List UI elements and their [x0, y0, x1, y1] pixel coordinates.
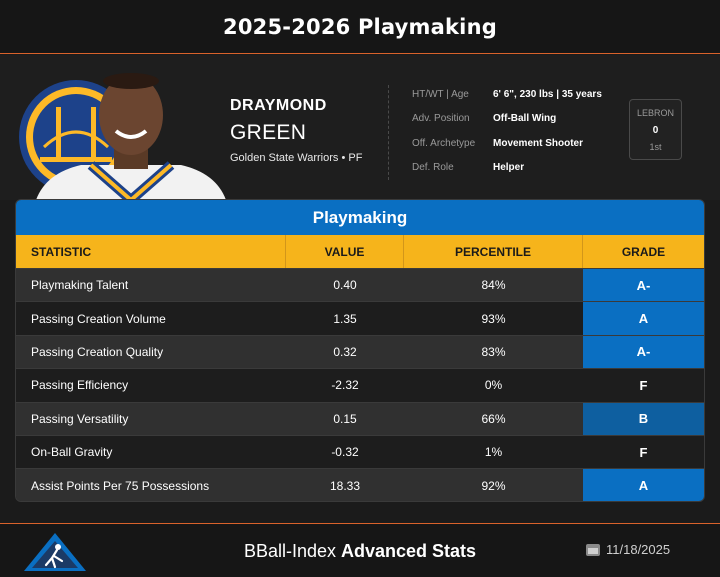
stat-grade: B	[583, 402, 704, 435]
stat-grade: F	[639, 444, 648, 460]
stat-value: -2.32	[331, 378, 359, 393]
header-value: VALUE	[286, 235, 404, 268]
table-row: Assist Points Per 75 Possessions 18.33 9…	[16, 468, 704, 501]
stat-grade: F	[639, 377, 648, 393]
table-row: Passing Efficiency -2.32 0% F	[16, 368, 704, 402]
stat-percentile: 92%	[481, 478, 506, 493]
header-grade: GRADE	[621, 244, 666, 259]
stat-value: 1.35	[333, 311, 357, 326]
stat-grade: A-	[583, 269, 704, 302]
info-value: Off-Ball Wing	[493, 113, 557, 124]
lebron-value: 0	[652, 125, 659, 136]
stat-value: -0.32	[331, 445, 359, 460]
table-row: Playmaking Talent 0.40 84% A-	[16, 268, 704, 302]
stat-percentile: 93%	[481, 311, 506, 326]
stat-name: Passing Creation Volume	[31, 311, 166, 326]
player-header: DRAYMOND GREEN Golden State Warriors • P…	[0, 55, 720, 200]
stat-value: 0.15	[333, 411, 357, 426]
calendar-icon	[586, 543, 600, 556]
player-last-name: GREEN	[230, 121, 307, 144]
stat-name: Assist Points Per 75 Possessions	[31, 478, 210, 493]
stat-value: 0.32	[333, 344, 357, 359]
title-bar: 2025-2026 Playmaking	[0, 0, 720, 54]
brand-bold: Advanced Stats	[341, 541, 477, 561]
stat-name: Passing Efficiency	[31, 378, 129, 393]
stat-grade: A	[583, 469, 704, 501]
page-title: 2025-2026 Playmaking	[223, 14, 497, 39]
info-value: 6' 6", 230 lbs | 35 years	[493, 89, 602, 100]
table-row: Passing Creation Volume 1.35 93% A	[16, 301, 704, 335]
stat-name: Playmaking Talent	[31, 278, 129, 293]
footer-brand: BBall-Index Advanced Stats	[0, 541, 720, 562]
stat-name: Passing Versatility	[31, 411, 129, 426]
lebron-label: LEBRON	[636, 108, 674, 118]
date-text: 11/18/2025	[606, 542, 671, 557]
stat-name: On-Ball Gravity	[31, 445, 113, 460]
info-label: Adv. Position	[412, 113, 470, 124]
table-row: On-Ball Gravity -0.32 1% F	[16, 434, 704, 469]
header-percentile: PERCENTILE	[404, 235, 583, 268]
lebron-card: LEBRON 0 1st	[629, 99, 682, 160]
stat-value: 0.40	[333, 278, 357, 293]
info-label: Def. Role	[412, 162, 454, 173]
bball-index-logo	[24, 533, 86, 571]
team-position: Golden State Warriors • PF	[230, 152, 363, 164]
stat-grade: A	[583, 302, 704, 335]
lebron-rank: 1st	[649, 142, 662, 152]
player-first-name: DRAYMOND	[230, 97, 327, 114]
stat-percentile: 83%	[481, 344, 506, 359]
player-photo	[36, 73, 226, 200]
stat-name: Passing Creation Quality	[31, 344, 164, 359]
info-label: HT/WT | Age	[412, 89, 469, 100]
playmaking-table: Playmaking STATISTIC VALUE PERCENTILE GR…	[15, 199, 705, 502]
info-value: Helper	[493, 162, 525, 173]
footer-date: 11/18/2025	[586, 542, 670, 557]
header-statistic: STATISTIC	[16, 235, 286, 268]
header-divider	[388, 85, 389, 180]
info-label: Off. Archetype	[412, 138, 476, 149]
table-row: Passing Versatility 0.15 66% B	[16, 401, 704, 435]
brand-light: BBall-Index	[243, 541, 336, 561]
stat-percentile: 1%	[484, 445, 503, 460]
table-row: Passing Creation Quality 0.32 83% A-	[16, 334, 704, 369]
table-header-row: STATISTIC VALUE PERCENTILE GRADE	[16, 235, 704, 268]
footer: BBall-Index Advanced Stats 11/18/2025	[0, 523, 720, 577]
stat-value: 18.33	[329, 478, 361, 493]
stat-percentile: 0%	[484, 378, 503, 393]
stat-grade: A-	[583, 335, 704, 369]
table-title: Playmaking	[16, 200, 704, 235]
info-value: Movement Shooter	[493, 138, 584, 149]
stat-percentile: 84%	[481, 278, 506, 293]
stat-percentile: 66%	[481, 411, 506, 426]
